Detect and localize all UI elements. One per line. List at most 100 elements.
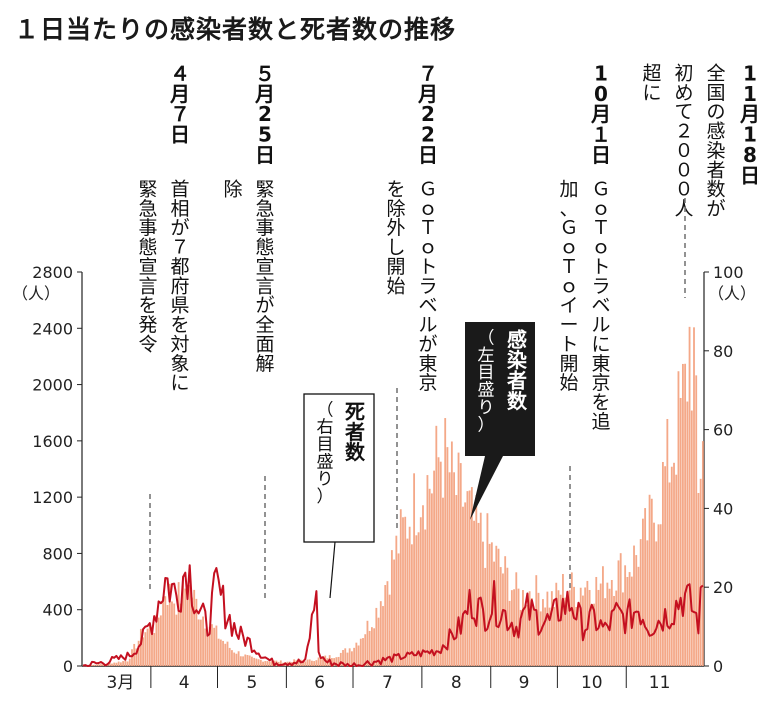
vertical-char: （ — [478, 328, 495, 348]
case-bar — [213, 627, 216, 666]
case-bar — [346, 652, 349, 666]
vertical-char: ０ — [674, 159, 693, 181]
case-bar — [139, 628, 142, 666]
vertical-char: が — [170, 217, 189, 239]
vertical-char: 急 — [138, 198, 157, 220]
axes-group: 0 400 800 1200 1600 2000 2400 2800 （人） 0 20 40 60 80 1… — [12, 263, 756, 693]
case-bar — [91, 664, 93, 666]
case-bar — [684, 363, 687, 666]
case-bar — [542, 599, 544, 666]
case-bar — [357, 645, 360, 666]
case-bar — [208, 626, 211, 666]
vertical-char: 態 — [255, 237, 274, 259]
case-bar — [151, 631, 153, 666]
case-bar — [673, 462, 675, 666]
case-bar — [217, 638, 220, 666]
vertical-char: ５ — [255, 61, 275, 85]
vertical-char: ４ — [170, 61, 190, 85]
left-axis-unit: （人） — [12, 284, 60, 303]
vertical-char: 0 — [594, 82, 608, 106]
vertical-char: 首 — [170, 178, 189, 200]
vertical-char: 国 — [706, 82, 725, 104]
vertical-char: ０ — [674, 140, 693, 162]
vertical-char: を — [386, 178, 405, 200]
left-tick-label: 2400 — [32, 319, 73, 338]
case-bar — [477, 522, 480, 666]
case-bar — [171, 601, 173, 666]
vertical-char: を — [170, 314, 189, 336]
case-bar — [339, 652, 342, 666]
vertical-char: 解 — [255, 353, 274, 375]
case-bar — [257, 659, 260, 666]
case-bar — [426, 475, 429, 666]
case-bar — [195, 598, 198, 666]
vertical-char: 者 — [344, 420, 365, 444]
case-bar — [564, 597, 567, 666]
vertical-char: 感 — [706, 121, 725, 143]
vertical-char: ０ — [674, 179, 693, 201]
vertical-char: 死 — [345, 399, 365, 423]
right-axis-unit: （人） — [708, 284, 756, 303]
left-tick-label: 2800 — [32, 263, 73, 282]
case-bar — [628, 572, 631, 666]
case-bar — [433, 470, 436, 666]
case-bar — [93, 664, 96, 666]
case-bar — [464, 502, 467, 666]
case-bar — [428, 488, 431, 666]
vertical-char: に — [170, 372, 189, 394]
case-bar — [362, 638, 364, 666]
vertical-char: 全 — [706, 62, 725, 84]
vertical-char: 令 — [138, 333, 157, 355]
deaths-line — [82, 564, 704, 667]
vertical-char: ト — [591, 256, 610, 278]
case-bar — [555, 582, 558, 666]
case-bar — [448, 472, 451, 666]
case-bar — [450, 441, 453, 666]
vertical-char: 染 — [706, 140, 725, 162]
case-bar — [635, 555, 638, 666]
vertical-char: 、 — [559, 198, 578, 220]
case-bar — [686, 401, 689, 666]
case-bar — [657, 524, 660, 666]
left-tick-label: 800 — [42, 544, 73, 563]
case-bar — [262, 661, 264, 666]
case-bar — [661, 461, 664, 666]
month-label: 8 — [451, 673, 462, 693]
case-bar — [513, 589, 515, 666]
month-label: 10 — [581, 673, 603, 693]
case-bar — [384, 585, 387, 666]
vertical-char: 数 — [706, 179, 725, 201]
case-bar — [437, 457, 440, 666]
case-bar — [188, 584, 191, 666]
case-bar — [602, 566, 604, 666]
case-bar — [242, 656, 244, 666]
vertical-char: 1 — [743, 61, 757, 85]
case-bar — [668, 482, 671, 666]
vertical-char: 言 — [255, 275, 274, 297]
deaths-callout-box — [303, 393, 375, 543]
case-bar — [333, 658, 336, 666]
vertical-char: 緊 — [138, 178, 157, 200]
case-bar — [575, 606, 578, 666]
vertical-char: イ — [559, 295, 578, 317]
vertical-char: に — [642, 82, 661, 104]
vertical-char: ー — [559, 314, 578, 336]
case-bar — [166, 605, 169, 666]
month-label: 11 — [649, 673, 671, 693]
case-bar — [331, 658, 333, 666]
annotation-may25-text: 除 — [223, 178, 242, 200]
vertical-char: Ｔ — [418, 217, 437, 239]
case-bar — [557, 590, 560, 666]
case-bar — [424, 529, 427, 666]
vertical-char: 宣 — [138, 256, 157, 278]
vertical-char: １ — [591, 123, 611, 147]
case-bar — [182, 575, 184, 666]
vertical-char: 都 — [170, 256, 189, 278]
case-bar — [508, 600, 511, 666]
case-bar — [159, 615, 162, 666]
right-tick-label: 40 — [713, 499, 733, 518]
